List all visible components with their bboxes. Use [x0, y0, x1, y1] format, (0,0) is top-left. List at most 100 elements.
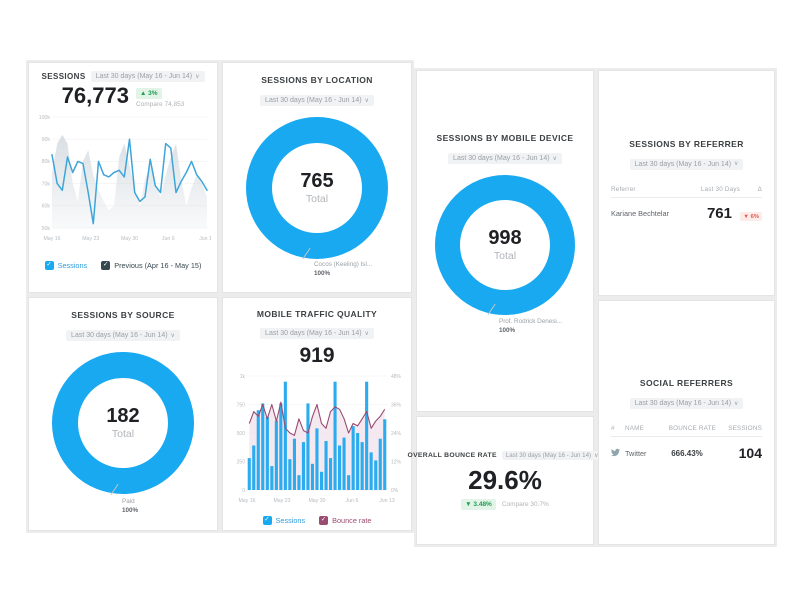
delta-badge: ▼ 6% — [740, 212, 762, 221]
twitter-icon — [611, 444, 625, 462]
social-table-row: Twitter 666.43% 104 — [611, 437, 762, 467]
social-referrers-card: SOCIAL REFERRERS Last 30 days (May 16 - … — [598, 300, 775, 545]
svg-text:80k: 80k — [42, 159, 51, 165]
device-donut-chart: 998 Total — [435, 175, 575, 315]
sessions-checkbox[interactable]: ✓ — [262, 516, 272, 525]
referrer-table-row: Kariane Bechtelar 761 ▼ 6% — [611, 198, 762, 228]
card-title: SESSIONS — [41, 72, 86, 81]
svg-text:May 23: May 23 — [273, 498, 290, 504]
legend-item-sessions[interactable]: ✓ Sessions — [44, 261, 88, 270]
bounce-rate-value: 29.6% — [468, 465, 542, 495]
svg-text:Jun 6: Jun 6 — [346, 498, 359, 504]
donut-slice-callout: Prof. Rodrick Denesi... 100% — [499, 317, 562, 336]
donut-total-value: 182 — [106, 405, 140, 427]
sessions-by-source-card: SESSIONS BY SOURCE Last 30 days (May 16 … — [28, 297, 218, 531]
date-range-selector[interactable]: Last 30 days (May 16 - Jun 14) ∨ — [260, 95, 374, 106]
card-title: OVERALL BOUNCE RATE — [407, 452, 497, 459]
sessions-by-mobile-device-card: SESSIONS BY MOBILE DEVICE Last 30 days (… — [416, 70, 594, 412]
mobile-traffic-quality-card: MOBILE TRAFFIC QUALITY Last 30 days (May… — [222, 297, 412, 531]
date-range-selector[interactable]: Last 30 days (May 16 - Jun 14) ∨ — [501, 451, 603, 460]
delta-badge: ▼ 3.48% — [461, 499, 496, 510]
overall-bounce-rate-card: OVERALL BOUNCE RATE Last 30 days (May 16… — [408, 416, 603, 545]
date-range-selector[interactable]: Last 30 days (May 16 - Jun 14) ∨ — [629, 398, 744, 409]
svg-text:60k: 60k — [42, 204, 51, 210]
referrer-sessions-value: 761 — [706, 205, 732, 222]
date-range-label: Last 30 days (May 16 - Jun 14) — [453, 155, 550, 162]
card-title: SESSIONS BY LOCATION — [261, 75, 373, 85]
column-bounce-rate: BOUNCE RATE — [668, 425, 716, 432]
slice-label: Cocos (Keeling) Isl... — [314, 261, 373, 268]
social-network-name: Twitter — [625, 448, 647, 458]
legend-item-sessions[interactable]: ✓ Sessions — [262, 516, 306, 525]
svg-text:0: 0 — [242, 488, 245, 494]
svg-text:50k: 50k — [42, 226, 51, 232]
referrer-name: Kariane Bechtelar — [611, 209, 670, 218]
slice-percent: 100% — [314, 270, 331, 278]
card-title: SESSIONS BY MOBILE DEVICE — [436, 133, 574, 143]
svg-text:250: 250 — [237, 459, 246, 465]
date-range-selector[interactable]: Last 30 days (May 16 - Jun 14) ∨ — [629, 158, 744, 170]
date-range-label: Last 30 days (May 16 - Jun 14) — [634, 160, 732, 168]
svg-text:May 16: May 16 — [43, 236, 60, 242]
slice-label: Prof. Rodrick Denesi... — [499, 318, 562, 325]
svg-text:48%: 48% — [391, 374, 402, 380]
svg-text:100k: 100k — [39, 115, 51, 121]
social-bounce-rate: 666.43% — [671, 448, 703, 458]
chevron-down-icon: ∨ — [734, 400, 739, 407]
svg-text:90k: 90k — [42, 137, 51, 143]
social-sessions-value: 104 — [738, 445, 762, 461]
svg-text:24%: 24% — [391, 431, 402, 437]
card-title: MOBILE TRAFFIC QUALITY — [256, 309, 378, 319]
source-donut-chart: 182 Total — [52, 352, 194, 494]
donut-total-label: Total — [305, 193, 329, 205]
legend-label: Sessions — [275, 516, 306, 525]
legend-label: Previous (Apr 16 - May 15) — [114, 261, 202, 270]
legend-item-bounce-rate[interactable]: ✓ Bounce rate — [319, 516, 371, 525]
svg-text:May 30: May 30 — [121, 236, 138, 242]
date-range-label: Last 30 days (May 16 - Jun 14) — [265, 97, 362, 104]
svg-text:May 30: May 30 — [308, 498, 325, 504]
chevron-down-icon: ∨ — [734, 161, 739, 167]
delta-badge: ▲ 3% — [135, 88, 162, 99]
legend-label: Sessions — [57, 261, 88, 270]
svg-text:Jun 13: Jun 13 — [199, 236, 211, 242]
social-table-header: # NAME BOUNCE RATE SESSIONS — [611, 420, 762, 437]
column-last-30-days: Last 30 Days — [700, 185, 740, 193]
card-title: SESSIONS BY REFERRER — [629, 138, 744, 149]
date-range-selector[interactable]: Last 30 days (May 16 - Jun 14) ∨ — [90, 71, 205, 82]
legend-item-previous[interactable]: ✓ Previous (Apr 16 - May 15) — [101, 261, 201, 270]
compare-value: Compare 74,853 — [135, 101, 185, 108]
sessions-by-location-card: SESSIONS BY LOCATION Last 30 days (May 1… — [222, 62, 412, 293]
slice-label: Paid — [122, 498, 135, 505]
donut-total-value: 998 — [488, 227, 522, 249]
donut-total-label: Total — [111, 428, 135, 440]
date-range-label: Last 30 days (May 16 - Jun 14) — [71, 332, 168, 339]
previous-checkbox[interactable]: ✓ — [101, 261, 111, 270]
referrer-table-header: Referrer Last 30 Days Δ — [611, 181, 762, 198]
svg-text:70k: 70k — [42, 181, 51, 187]
date-range-selector[interactable]: Last 30 days (May 16 - Jun 14) ∨ — [66, 330, 180, 341]
date-range-selector[interactable]: Last 30 days (May 16 - Jun 14) ∨ — [448, 153, 562, 164]
column-delta: Δ — [757, 185, 762, 193]
sessions-checkbox[interactable]: ✓ — [44, 261, 54, 270]
legend-label: Bounce rate — [332, 516, 372, 525]
sessions-by-referrer-card: SESSIONS BY REFERRER Last 30 days (May 1… — [598, 70, 775, 296]
location-donut-chart: 765 Total — [246, 117, 388, 259]
sessions-trend-chart: 100k 90k 80k 70k 60k 50k May 16 May 23 May 30 Jun… — [39, 115, 211, 242]
date-range-label: Last 30 days (May 16 - Jun 14) — [95, 73, 193, 80]
column-number: # — [611, 425, 615, 432]
card-title: SOCIAL REFERRERS — [639, 378, 734, 388]
mobile-quality-chart: 1k 750 500 250 0 48% 36% 24% 12% 0% May 16 May 23 Ma… — [237, 374, 402, 504]
svg-text:Jun 6: Jun 6 — [162, 236, 175, 242]
date-range-selector[interactable]: Last 30 days (May 16 - Jun 14) ∨ — [260, 328, 374, 339]
chevron-down-icon: ∨ — [364, 97, 369, 104]
bounce-rate-checkbox[interactable]: ✓ — [319, 516, 329, 525]
chevron-down-icon: ∨ — [195, 73, 200, 80]
donut-total-label: Total — [493, 250, 517, 262]
svg-text:0%: 0% — [391, 488, 399, 494]
column-name: NAME — [625, 425, 644, 432]
svg-text:500: 500 — [237, 431, 246, 437]
slice-percent: 100% — [122, 507, 139, 515]
svg-text:May 23: May 23 — [82, 236, 99, 242]
svg-text:36%: 36% — [391, 402, 402, 408]
